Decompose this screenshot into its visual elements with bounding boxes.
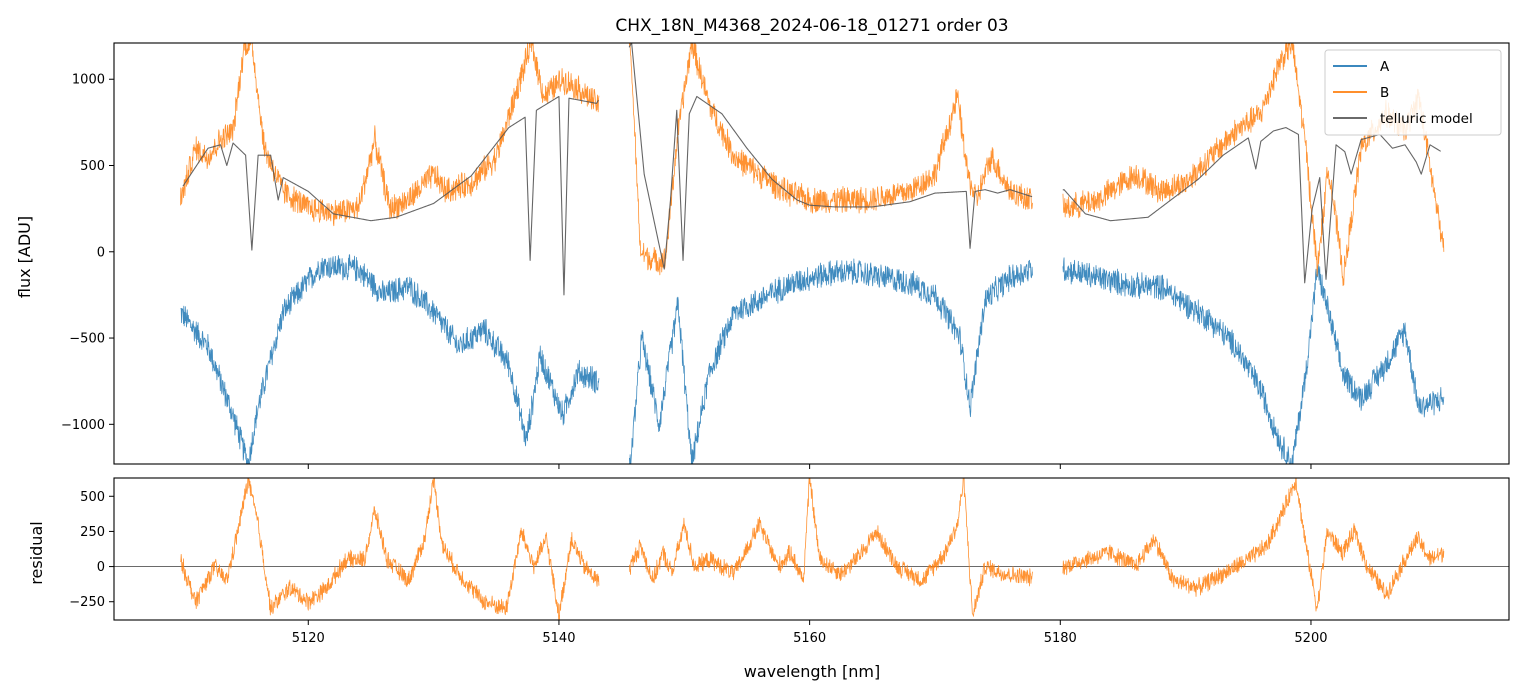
flux-y-ticks: 1000 500 0 −500 −1000 <box>61 73 114 433</box>
series-line-a <box>180 254 1445 464</box>
residual-y-axis-label: residual <box>27 521 46 584</box>
flux-panel: 1000 500 0 −500 −1000 flux [ADU] A B telluri… <box>15 42 1510 469</box>
chart-title: CHX_18N_M4368_2024-06-18_01271 order 03 <box>615 16 1008 36</box>
x-tick-label: 5180 <box>1044 631 1077 646</box>
legend: A B telluric model <box>1324 49 1502 136</box>
flux-y-tick-label: −500 <box>69 332 105 347</box>
residual-y-tick-label: 0 <box>97 560 105 575</box>
legend-label-b: B <box>1380 85 1389 101</box>
x-tick-label: 5140 <box>542 631 575 646</box>
residual-plot-frame <box>113 477 1510 621</box>
residual-x-ticks: 5120 5140 5160 5180 5200 <box>292 620 1328 646</box>
legend-label-a: A <box>1380 59 1390 75</box>
x-tick-label: 5200 <box>1294 631 1327 646</box>
series-line-residual <box>180 478 1445 620</box>
residual-y-tick-label: 250 <box>80 525 105 540</box>
residual-y-tick-label: 500 <box>80 490 105 505</box>
x-tick-label: 5160 <box>793 631 826 646</box>
flux-y-tick-label: 500 <box>80 159 105 174</box>
flux-plot-frame <box>113 42 1510 465</box>
flux-y-tick-label: 1000 <box>72 73 105 88</box>
x-axis-label: wavelength [nm] <box>744 662 881 681</box>
flux-y-tick-label: −1000 <box>61 418 105 433</box>
legend-label-telluric: telluric model <box>1380 111 1473 127</box>
residual-panel: 500 250 0 −250 5120 5140 5160 5180 5200 residua… <box>27 477 1510 681</box>
legend-box <box>1324 49 1502 136</box>
residual-y-ticks: 500 250 0 −250 <box>69 490 114 610</box>
residual-y-tick-label: −250 <box>69 595 105 610</box>
flux-y-axis-label: flux [ADU] <box>15 216 34 298</box>
x-tick-label: 5120 <box>292 631 325 646</box>
flux-y-tick-label: 0 <box>97 245 105 260</box>
residual-series-group <box>180 478 1445 620</box>
flux-x-ticks <box>307 464 1312 469</box>
